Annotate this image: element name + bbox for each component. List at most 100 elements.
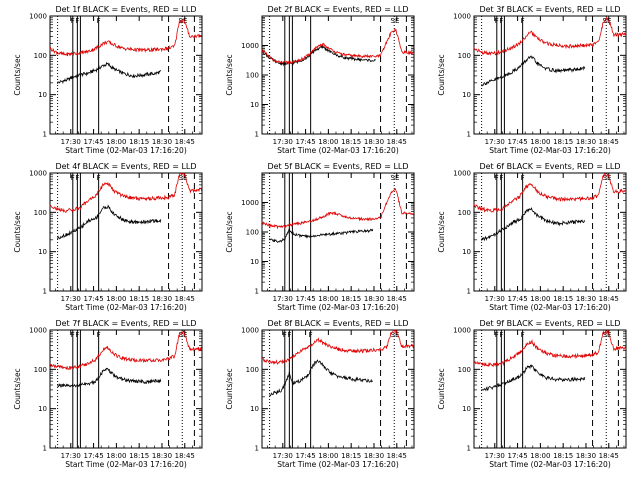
x-tick-label: 18:45: [387, 138, 407, 146]
y-tick-label: 100: [246, 229, 259, 237]
lld-series-line: [49, 19, 202, 57]
y-tick-label: 1000: [241, 199, 259, 207]
flag-label: S: [390, 331, 395, 339]
y-axis-label: Counts/sec: [13, 368, 22, 409]
x-axis-label: Start Time (02-Mar-03 17:16:20): [65, 460, 187, 469]
x-tick-label: 18:15: [129, 138, 149, 146]
lld-series-line: [49, 172, 202, 213]
y-tick-label: 10: [250, 405, 259, 413]
lld-series-line: [261, 188, 414, 230]
panel-det-5f: Det 5f BLACK = Events, RED = LLD 1 10 100 10…: [225, 162, 415, 312]
flag-label: F: [75, 331, 79, 339]
events-series-line: [481, 55, 586, 87]
x-tick-label: 18:45: [387, 295, 407, 303]
y-tick-label: 10: [250, 258, 259, 266]
x-tick-label: 18:00: [106, 452, 126, 460]
y-tick-label: 100: [34, 52, 47, 60]
flag-label: F: [499, 331, 503, 339]
x-tick-label: 17:45: [295, 295, 315, 303]
y-tick-label: 1000: [241, 42, 259, 50]
flag-label: E: [183, 331, 187, 339]
lld-series-line: [261, 28, 414, 65]
x-tick-label: 17:30: [61, 295, 81, 303]
x-tick-label: 18:45: [599, 295, 619, 303]
x-axis-label: Start Time (02-Mar-03 17:16:20): [277, 146, 399, 155]
y-tick-label: 1000: [29, 13, 47, 21]
flag-label: S: [390, 174, 395, 182]
flag-label: F: [75, 17, 79, 25]
y-axis-label: Counts/sec: [437, 211, 446, 252]
y-tick-label: 10: [38, 248, 47, 256]
y-tick-label: 1: [255, 445, 259, 453]
x-axis-label: Start Time (02-Mar-03 17:16:20): [65, 303, 187, 312]
x-tick-label: 18:45: [387, 452, 407, 460]
flag-label: F: [71, 17, 75, 25]
y-tick-label: 10: [38, 405, 47, 413]
y-tick-label: 100: [246, 72, 259, 80]
x-axis-label: Start Time (02-Mar-03 17:16:20): [277, 460, 399, 469]
y-tick-label: 10: [250, 101, 259, 109]
flag-label: S: [178, 331, 183, 339]
x-tick-label: 17:45: [83, 295, 103, 303]
flag-label: F: [283, 331, 287, 339]
x-tick-label: 18:30: [152, 452, 172, 460]
events-series-line: [57, 61, 161, 85]
y-tick-label: 10: [38, 91, 47, 99]
flag-label: F: [287, 331, 291, 339]
plot-frame: [49, 172, 203, 292]
panel-det-2f: Det 2f BLACK = Events, RED = LLD 1 10 100 10…: [225, 5, 415, 155]
flag-label: F: [75, 174, 79, 182]
x-axis-label: Start Time (02-Mar-03 17:16:20): [489, 146, 611, 155]
plot-frame: [473, 172, 627, 292]
y-tick-label: 1000: [29, 170, 47, 178]
flag-label: F: [97, 331, 101, 339]
x-tick-label: 17:30: [273, 452, 293, 460]
x-tick-label: 18:15: [553, 138, 573, 146]
flag-label: F: [521, 174, 525, 182]
panel-det-1f: Det 1f BLACK = Events, RED = LLD 1 10 100 10…: [13, 5, 203, 155]
flag-label: E: [183, 17, 187, 25]
x-tick-label: 18:15: [129, 452, 149, 460]
y-tick-label: 10: [462, 248, 471, 256]
y-tick-label: 1: [255, 131, 259, 139]
x-tick-label: 18:45: [175, 138, 195, 146]
x-tick-label: 17:45: [83, 138, 103, 146]
x-tick-label: 17:45: [507, 295, 527, 303]
panel-title: Det 9f BLACK = Events, RED = LLD: [479, 319, 620, 328]
y-tick-label: 1000: [453, 170, 471, 178]
flag-label: F: [495, 331, 499, 339]
x-tick-label: 18:45: [175, 452, 195, 460]
y-tick-label: 1: [467, 445, 471, 453]
x-tick-label: 18:30: [576, 138, 596, 146]
panel-det-8f: Det 8f BLACK = Events, RED = LLD 1 10 100 10…: [225, 319, 415, 469]
x-tick-label: 18:30: [576, 295, 596, 303]
y-tick-label: 1: [43, 131, 47, 139]
x-tick-label: 18:45: [599, 452, 619, 460]
x-tick-label: 17:45: [295, 452, 315, 460]
panel-det-6f: Det 6f BLACK = Events, RED = LLD 1 10 100 10…: [437, 162, 627, 312]
panel-title: Det 5f BLACK = Events, RED = LLD: [267, 162, 408, 171]
y-axis-label: Counts/sec: [225, 368, 234, 409]
x-axis-label: Start Time (02-Mar-03 17:16:20): [489, 460, 611, 469]
lld-series-line: [473, 172, 626, 213]
x-tick-label: 18:45: [599, 138, 619, 146]
flag-label: F: [499, 17, 503, 25]
x-tick-label: 18:00: [318, 138, 338, 146]
x-tick-label: 18:00: [318, 295, 338, 303]
flag-label: F: [495, 17, 499, 25]
panel-title: Det 2f BLACK = Events, RED = LLD: [267, 5, 408, 14]
y-tick-label: 100: [34, 366, 47, 374]
x-tick-label: 17:30: [61, 452, 81, 460]
panel-title: Det 1f BLACK = Events, RED = LLD: [55, 5, 196, 14]
plot-frame: [473, 15, 627, 135]
plot-frame: [261, 329, 415, 449]
panel-title: Det 3f BLACK = Events, RED = LLD: [479, 5, 620, 14]
y-tick-label: 1: [467, 288, 471, 296]
x-tick-label: 18:00: [106, 138, 126, 146]
y-tick-label: 100: [246, 366, 259, 374]
flag-label: F: [309, 331, 313, 339]
x-tick-label: 18:15: [341, 452, 361, 460]
lld-series-line: [49, 329, 202, 371]
flag-label: E: [395, 174, 399, 182]
panel-det-3f: Det 3f BLACK = Events, RED = LLD 1 10 100 10…: [437, 5, 627, 155]
